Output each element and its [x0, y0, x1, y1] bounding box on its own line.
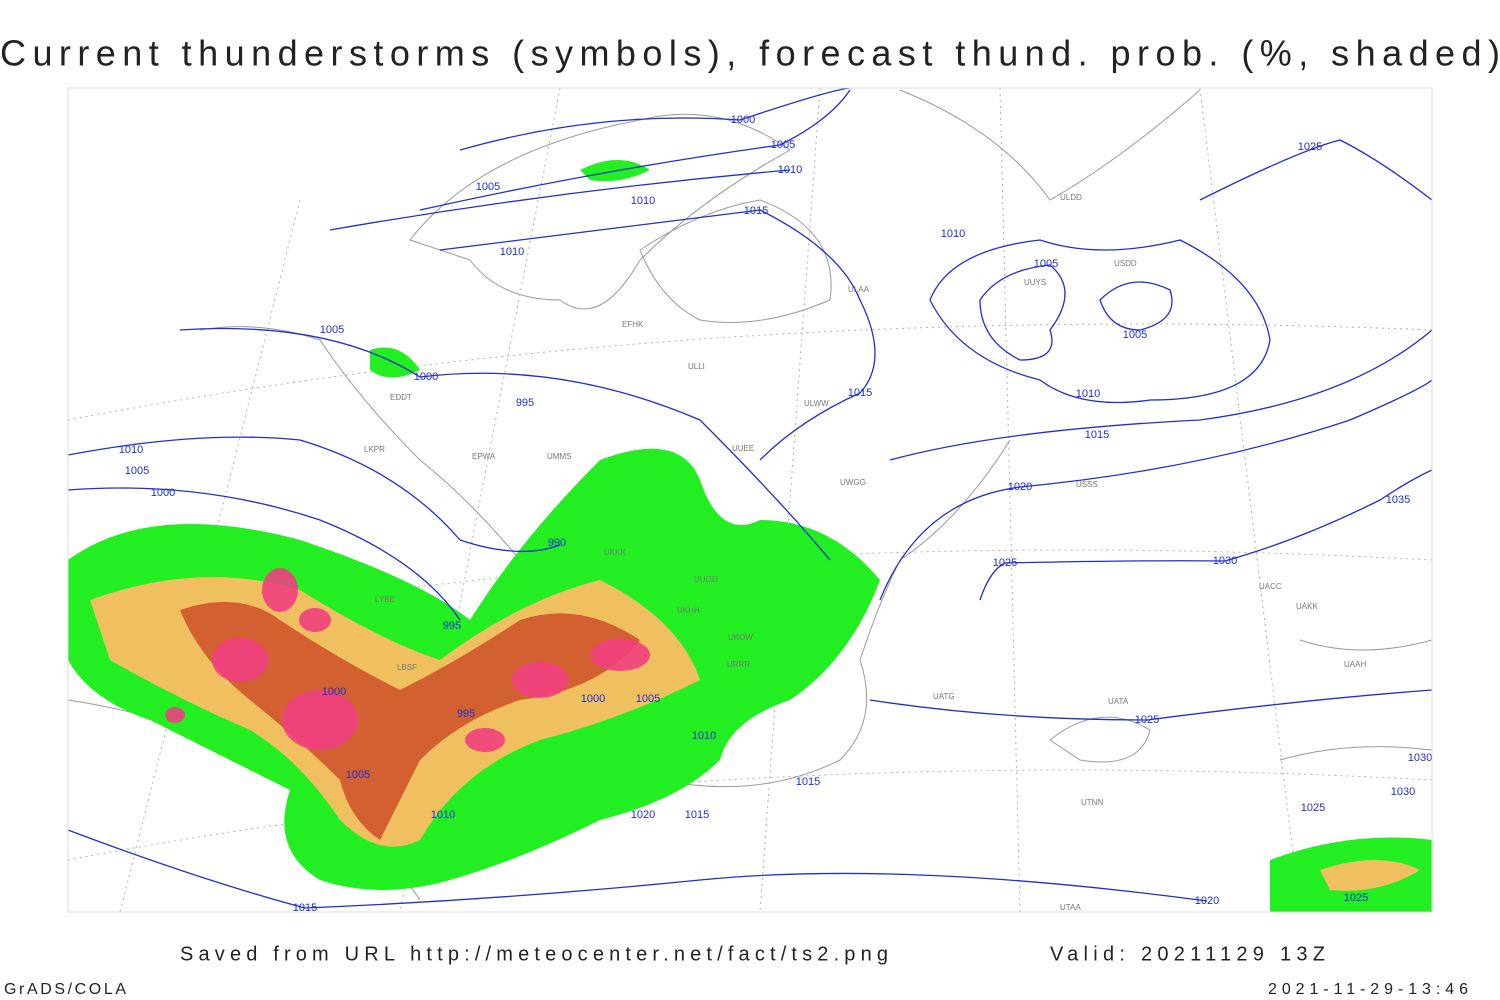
isobar-label: 1025	[1301, 802, 1325, 814]
isobar-label: 1005	[1034, 258, 1058, 270]
isobar-label: 1015	[685, 809, 709, 821]
probability-shading	[68, 160, 1432, 912]
isobar-label: 1000	[731, 114, 755, 126]
isobar-label: 1010	[1076, 388, 1100, 400]
isobar-label: 995	[443, 620, 461, 632]
isobar-label: 1005	[771, 139, 795, 151]
station-label: UTNN	[1081, 798, 1103, 807]
isobar-label: 1025	[1344, 892, 1368, 904]
station-label: LKPR	[364, 445, 385, 454]
station-label: ULWW	[804, 399, 829, 408]
map-area: 1000100510101005101010151010101010051005…	[67, 87, 1433, 914]
isobar-label: 1010	[941, 228, 965, 240]
isobar-label: 1030	[1213, 555, 1237, 567]
station-label: UKKK	[604, 548, 626, 557]
station-label: URRR	[727, 660, 750, 669]
isobar-label: 1025	[1298, 141, 1322, 153]
isobar-label: 1015	[796, 776, 820, 788]
isobar-label: 1025	[993, 557, 1017, 569]
isobar-label: 1000	[151, 487, 175, 499]
software-credit: GrADS/COLA	[4, 981, 126, 998]
station-label: UWGG	[840, 478, 866, 487]
isobar-label: 1005	[320, 324, 344, 336]
isobar-label: 1020	[1008, 481, 1032, 493]
station-label: UKOW	[728, 633, 753, 642]
isobar-label: 1010	[692, 730, 716, 742]
isobar-label: 1005	[476, 181, 500, 193]
isobar-label: 1000	[322, 686, 346, 698]
isobar-label: 995	[516, 397, 534, 409]
thunderstorm-symbols	[165, 568, 650, 752]
isobar-label: 1015	[293, 902, 317, 914]
isobar-label: 1000	[581, 693, 605, 705]
station-label: UUOO	[694, 575, 718, 584]
valid-time: Valid: 20211129 13Z	[1050, 943, 1325, 965]
isobar-label: 1010	[119, 444, 143, 456]
station-label: LBSF	[397, 663, 417, 672]
isobar-label: 1015	[744, 205, 768, 217]
isobar-label: 1030	[1408, 752, 1432, 764]
station-label: UACC	[1259, 582, 1282, 591]
isobar-label: 1010	[778, 164, 802, 176]
station-label: UTAA	[1060, 903, 1081, 912]
isobar-label: 1005	[346, 769, 370, 781]
station-label: EDDT	[390, 393, 412, 402]
station-label: UAKK	[1296, 602, 1318, 611]
station-label: UATA	[1108, 697, 1129, 706]
isobar-label: 1005	[636, 693, 660, 705]
timestamp: 2021-11-29-13:46	[1268, 981, 1468, 998]
station-label: UKHH	[677, 606, 700, 615]
isobar-label: 1035	[1386, 494, 1410, 506]
station-label: ULAA	[848, 285, 870, 294]
station-label: ULLI	[688, 362, 705, 371]
isobar-label: 1005	[125, 465, 149, 477]
station-labels: EFHK ULLI UUEE ULAA ULDD UUYS USDD ULWW USSS UWGG…	[364, 193, 1366, 912]
station-label: UUYS	[1024, 278, 1046, 287]
station-label: EPWA	[472, 452, 496, 461]
isobar-label: 1010	[500, 246, 524, 258]
station-label: UUEE	[732, 444, 754, 453]
station-label: USSS	[1076, 480, 1098, 489]
isobar-label: 1020	[631, 809, 655, 821]
isobar-label: 1010	[631, 195, 655, 207]
isobar-label: 1030	[1391, 786, 1415, 798]
station-label: UAAH	[1344, 660, 1366, 669]
station-label: UATG	[933, 692, 955, 701]
map-title: Current thunderstorms (symbols), forecas…	[0, 33, 1500, 74]
station-label: UMMS	[547, 452, 571, 461]
isobar-label: 1020	[1195, 895, 1219, 907]
station-label: EFHK	[622, 320, 644, 329]
isobar-label: 1010	[431, 809, 455, 821]
isobar-label: 1000	[414, 371, 438, 383]
isobar-label: 1025	[1135, 714, 1159, 726]
isobar-label: 990	[548, 537, 566, 549]
source-url: Saved from URL http://meteocenter.net/fa…	[180, 943, 888, 965]
isobars	[67, 87, 1433, 909]
isobar-label: 1005	[1123, 329, 1147, 341]
isobar-label: 995	[457, 708, 475, 720]
map-border	[67, 87, 1433, 913]
isobar-label: 1015	[1085, 429, 1109, 441]
station-label: USDD	[1114, 259, 1137, 268]
station-label: ULDD	[1060, 193, 1082, 202]
isobar-label: 1015	[848, 387, 872, 399]
station-label: LYBE	[375, 595, 395, 604]
isobar-labels: 1000100510101005101010151010101010051005…	[119, 114, 1432, 914]
